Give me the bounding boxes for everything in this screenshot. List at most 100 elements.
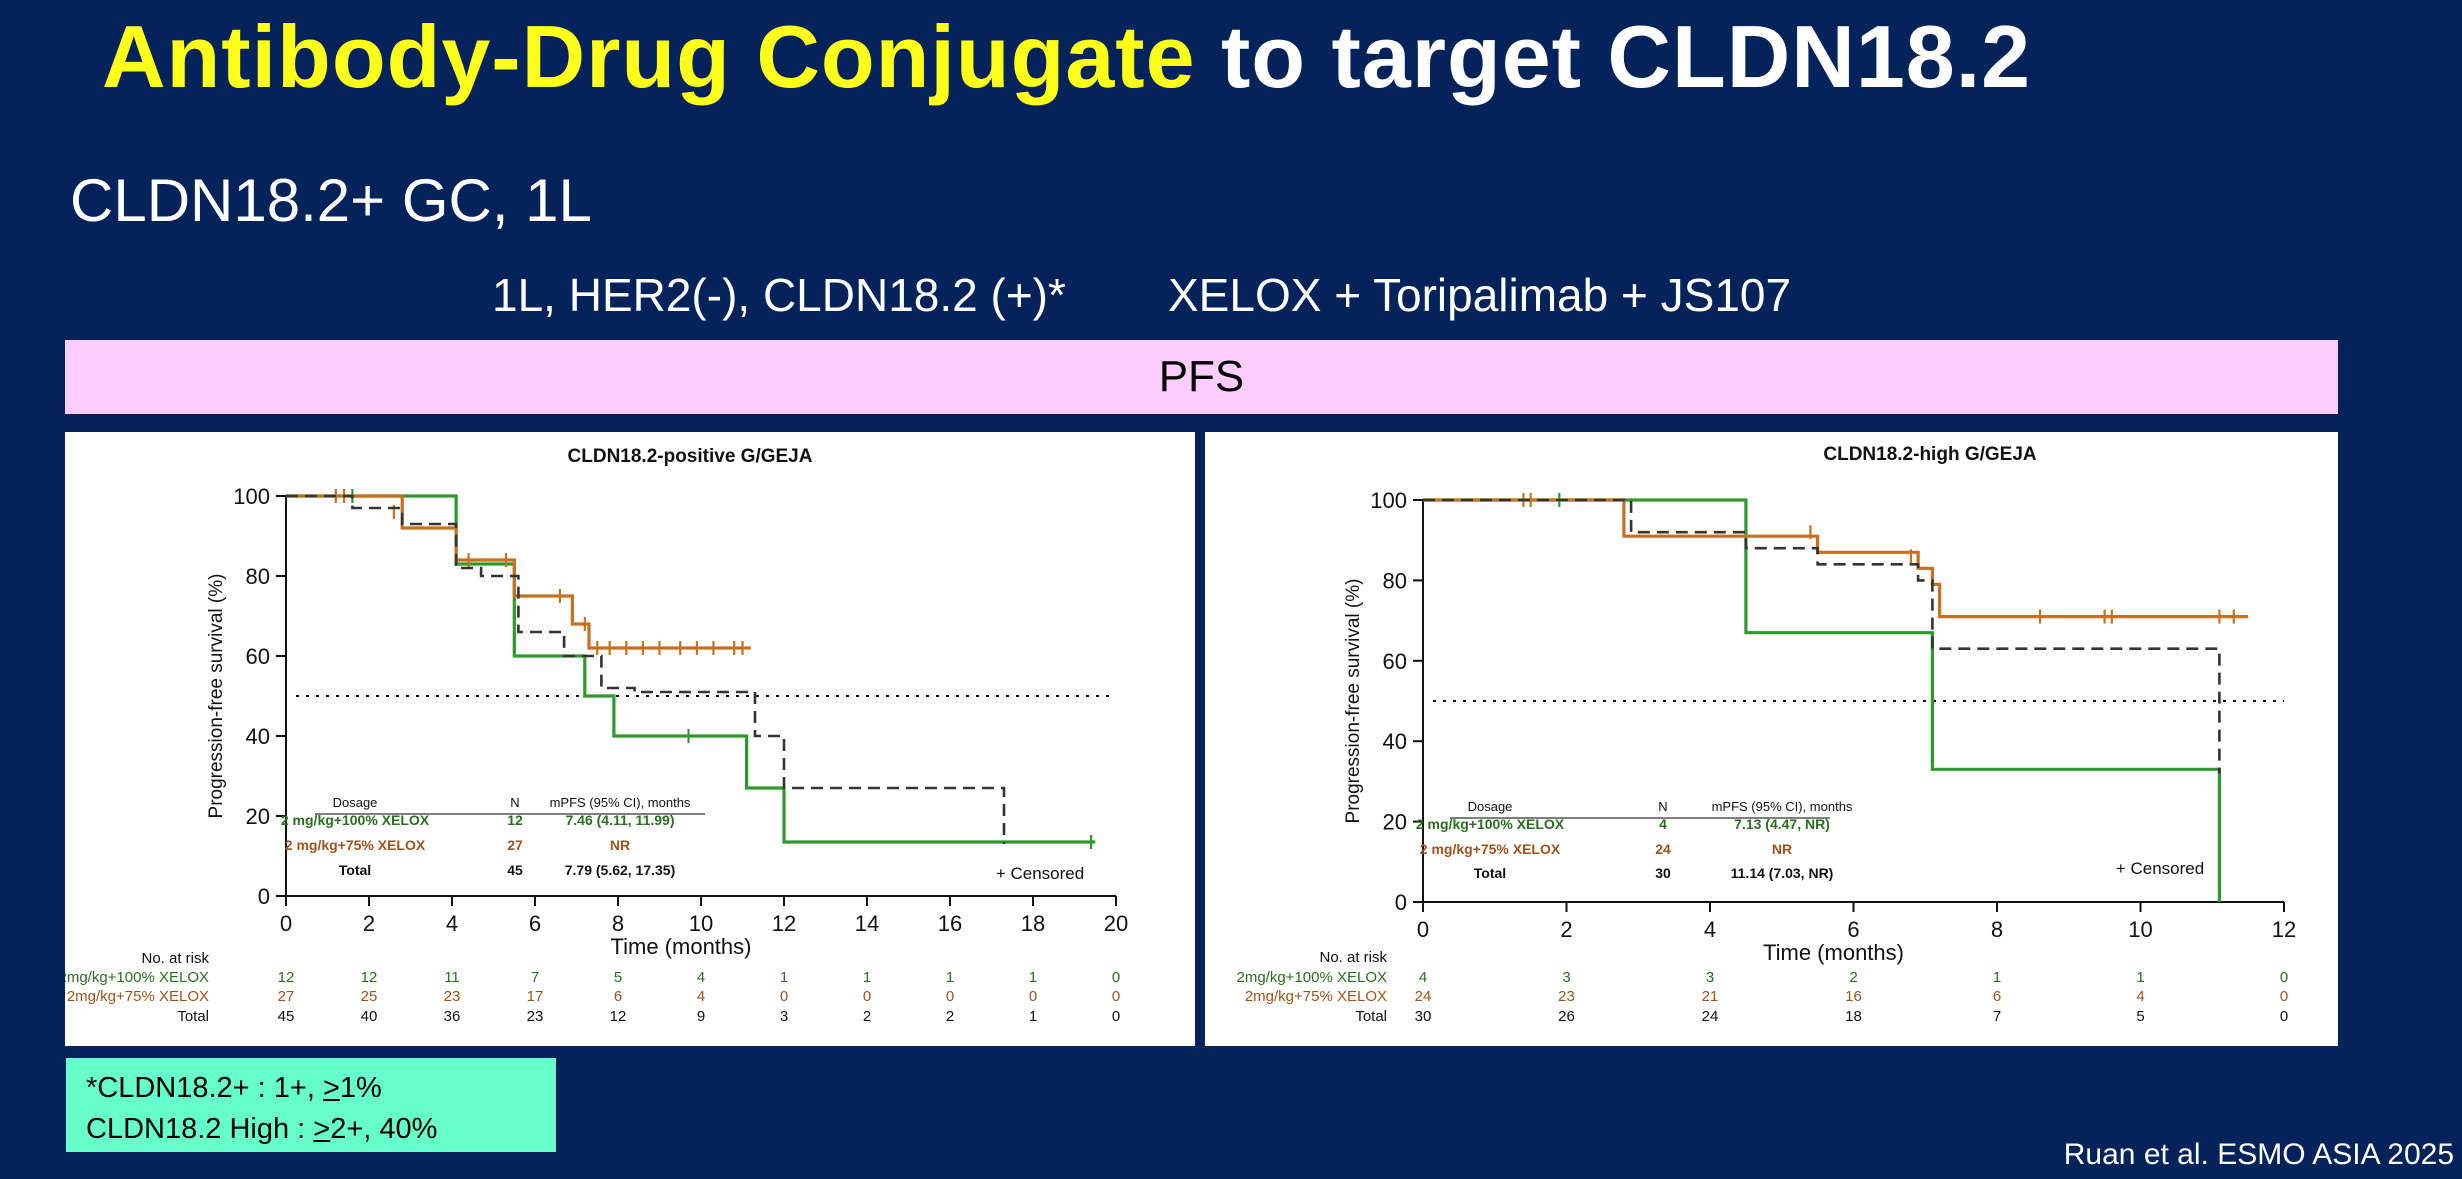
legend-row-dosage: Total — [339, 862, 371, 878]
km-panel-positive: CLDN18.2-positive G/GEJA 0 20 40 60 80 100 0 2 4 6… — [65, 432, 1195, 1046]
risk-value: 6 — [1993, 988, 2001, 1005]
risk-value: 0 — [2280, 988, 2288, 1005]
x-tick-label: 0 — [1417, 917, 1429, 942]
y-tick-label: 60 — [246, 644, 270, 669]
x-tick-label: 8 — [1991, 917, 2003, 942]
risk-value: 0 — [1112, 969, 1120, 986]
risk-value: 4 — [2136, 988, 2144, 1005]
x-tick-label: 4 — [1704, 917, 1716, 942]
x-axis-label: Time (months) — [1763, 940, 1904, 965]
risk-value: 2 — [863, 1008, 871, 1025]
y-tick-label: 60 — [1383, 649, 1407, 674]
legend-header-n: N — [1658, 799, 1667, 814]
risk-value: 5 — [2136, 1008, 2144, 1025]
risk-value: 21 — [1702, 988, 1719, 1005]
legend-row-mpfs: 7.46 (4.11, 11.99) — [566, 812, 675, 828]
risk-value: 4 — [1419, 969, 1427, 986]
y-tick-label: 0 — [1395, 890, 1407, 915]
risk-value: 1 — [1993, 969, 2001, 986]
risk-value: 1 — [1029, 1008, 1037, 1025]
footnote-line1-value: 1% — [339, 1072, 382, 1104]
x-tick-label: 4 — [446, 911, 458, 936]
legend-row-dosage: 2 mg/kg+75% XELOX — [285, 837, 426, 853]
footnote-line1-symbol: > — [322, 1072, 340, 1104]
legend-header-dosage: Dosage — [333, 795, 378, 810]
legend-row-dosage: 2 mg/kg+100% XELOX — [281, 812, 430, 828]
km-curve-orange — [1423, 498, 2249, 619]
footnote-line1: *CLDN18.2+ : 1+, >1% — [86, 1068, 556, 1109]
y-axis-label: Progression-free survival (%) — [206, 574, 227, 819]
risk-value: 12 — [361, 969, 378, 986]
y-tick-label: 20 — [246, 804, 270, 829]
legend-row-mpfs: 11.14 (7.03, NR) — [1731, 865, 1834, 881]
risk-value: 12 — [610, 1008, 627, 1025]
risk-value: 0 — [2280, 969, 2288, 986]
risk-value: 0 — [2280, 1008, 2288, 1025]
legend-row-dosage: 2 mg/kg+100% XELOX — [1416, 816, 1565, 832]
y-tick-label: 40 — [1383, 729, 1407, 754]
footnote-line2-symbol: > — [313, 1112, 331, 1145]
risk-value: 1 — [1029, 969, 1037, 986]
risk-value: 7 — [1993, 1008, 2001, 1025]
legend-row-n: 45 — [507, 862, 523, 878]
legend-row-mpfs: 7.13 (4.47, NR) — [1734, 816, 1830, 832]
risk-row-label: 2mg/kg+100% XELOX — [65, 969, 209, 986]
risk-value: 23 — [444, 988, 461, 1005]
footnote-line2: CLDN18.2 High : >2+, 40% — [86, 1109, 556, 1150]
legend-row-mpfs: 7.79 (5.62, 17.35) — [565, 862, 676, 878]
population-label: 1L, HER2(-), CLDN18.2 (+)* — [492, 269, 1066, 321]
risk-value: 1 — [946, 969, 954, 986]
legend-header-n: N — [510, 795, 519, 810]
km-panel-high: CLDN18.2-high G/GEJA 0 20 40 60 80 100 0 2 4 6 8 10 1… — [1205, 432, 2338, 1046]
legend-row-dosage: Total — [1474, 865, 1506, 881]
title-rest: to target CLDN18.2 — [1195, 7, 2032, 106]
risk-value: 16 — [1845, 988, 1862, 1005]
risk-value: 2 — [946, 1008, 954, 1025]
censored-legend: + Censored — [2116, 859, 2204, 878]
footnote-line2-value: 2+, 40% — [330, 1112, 438, 1145]
risk-value: 6 — [614, 988, 622, 1005]
risk-value: 7 — [531, 969, 539, 986]
legend-row-n: 30 — [1655, 865, 1671, 881]
risk-value: 24 — [1702, 1008, 1719, 1025]
x-tick-label: 2 — [363, 911, 375, 936]
censored-legend: + Censored — [996, 864, 1084, 883]
risk-value: 17 — [527, 988, 544, 1005]
footnote-line1-text: *CLDN18.2+ : 1+, — [86, 1072, 323, 1104]
x-tick-label: 10 — [689, 911, 713, 936]
pfs-band: PFS — [65, 340, 2338, 414]
risk-value: 3 — [780, 1008, 788, 1025]
x-tick-label: 8 — [612, 911, 624, 936]
risk-value: 5 — [614, 969, 622, 986]
x-tick-label: 12 — [772, 911, 796, 936]
legend-header-mpfs: mPFS (95% CI), months — [1712, 799, 1853, 814]
y-axis-label: Progression-free survival (%) — [1343, 579, 1364, 824]
km-curve-total — [286, 494, 1006, 844]
y-tick-label: 80 — [246, 564, 270, 589]
legend-row-n: 24 — [1655, 841, 1671, 857]
risk-value: 45 — [278, 1008, 295, 1025]
y-tick-label: 80 — [1383, 568, 1407, 593]
x-tick-label: 16 — [938, 911, 962, 936]
risk-value: 2 — [1849, 969, 1857, 986]
risk-value: 0 — [780, 988, 788, 1005]
risk-value: 26 — [1558, 1008, 1575, 1025]
risk-value: 1 — [863, 969, 871, 986]
risk-value: 23 — [1558, 988, 1575, 1005]
legend-row-n: 27 — [507, 837, 523, 853]
risk-row-label: Total — [1355, 1008, 1387, 1025]
legend-row-mpfs: NR — [1772, 841, 1792, 857]
slide-subtitle: CLDN18.2+ GC, 1L — [70, 167, 592, 234]
risk-value: 0 — [1112, 988, 1120, 1005]
risk-value: 25 — [361, 988, 378, 1005]
risk-value: 23 — [527, 1008, 544, 1025]
risk-value: 24 — [1415, 988, 1432, 1005]
risk-value: 0 — [863, 988, 871, 1005]
risk-row-label: 2mg/kg+75% XELOX — [67, 988, 209, 1005]
x-tick-label: 20 — [1104, 911, 1128, 936]
x-axis-label: Time (months) — [611, 934, 752, 959]
risk-value: 3 — [1706, 969, 1714, 986]
y-tick-label: 0 — [258, 884, 270, 909]
y-tick-label: 40 — [246, 724, 270, 749]
